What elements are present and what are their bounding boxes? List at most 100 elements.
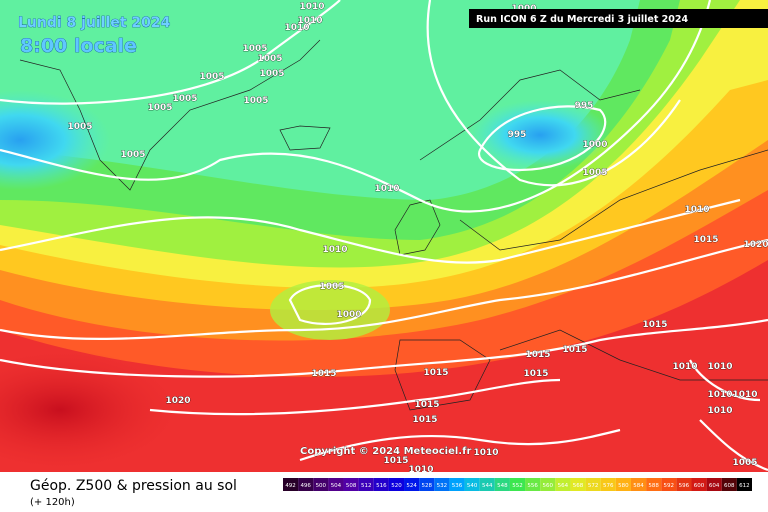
scale-label: 568: [573, 483, 584, 489]
run-box: [469, 9, 768, 28]
scale-label: 524: [406, 483, 417, 489]
isobar-label: 1010: [297, 16, 322, 26]
isobar-label: 1005: [67, 122, 92, 132]
isobar-label: 1010: [672, 362, 697, 372]
scale-swatch: [434, 478, 450, 491]
scale-label: 520: [391, 483, 402, 489]
isobar-label: 1010: [374, 184, 399, 194]
isobar-label: 1005: [120, 150, 145, 160]
isobar-label: 1005: [172, 94, 197, 104]
scale-swatch: [540, 478, 556, 491]
scale-label: 540: [467, 483, 478, 489]
isobar-label: 1005: [319, 282, 344, 292]
scale-swatch: [449, 478, 465, 491]
scale-swatch: [494, 478, 510, 491]
scale-swatch: [570, 478, 586, 491]
isobar-label: 1020: [743, 240, 768, 250]
scale-swatch: [525, 478, 541, 491]
isobar-label: 995: [575, 101, 594, 111]
scale-swatch: [600, 478, 616, 491]
scale-swatch: [298, 478, 314, 491]
scale-swatch: [404, 478, 420, 491]
scale-swatch: [555, 478, 571, 491]
isobar-label: 1015: [642, 320, 667, 330]
isobar-label: 1005: [147, 103, 172, 113]
isobar-label: 1005: [582, 168, 607, 178]
scale-label: 496: [300, 483, 311, 489]
scale-swatch: [464, 478, 480, 491]
scale-label: 544: [482, 483, 493, 489]
isobar-label: 1005: [257, 54, 282, 64]
isobar-label: 1010: [322, 245, 347, 255]
scale-label: 504: [331, 483, 342, 489]
scale-swatch: [615, 478, 631, 491]
scale-swatch: [721, 478, 737, 491]
scale-label: 576: [603, 483, 614, 489]
field: [0, 0, 768, 472]
isobar-label: 1015: [693, 235, 718, 245]
isobar-label: 1015: [523, 369, 548, 379]
scale-swatch: [283, 478, 299, 491]
scale-swatch: [630, 478, 647, 491]
footer-title: Géop. Z500 & pression au sol: [30, 478, 237, 494]
scale-label: 612: [739, 483, 750, 489]
scale-swatch: [509, 478, 526, 491]
footer: Géop. Z500 & pression au sol (+ 120h) 49…: [0, 472, 768, 512]
scale-label: 580: [618, 483, 629, 489]
isobar-label: 1015: [412, 415, 437, 425]
isobar-label: 1010: [707, 406, 732, 416]
scale-label: 596: [679, 483, 690, 489]
isobar-label: 1015: [562, 345, 587, 355]
isobar-label: 1010: [299, 2, 324, 12]
scale-swatch: [585, 478, 601, 491]
scale-label: 552: [512, 483, 523, 489]
isobar-label: 1005: [259, 69, 284, 79]
copyright: Copyright © 2024 Meteociel.fr: [300, 446, 471, 457]
scale-label: 608: [724, 483, 735, 489]
scale-swatch: [661, 478, 677, 491]
scale-label: 516: [376, 483, 387, 489]
isobar-label: 1005: [243, 96, 268, 106]
scale-label: 512: [361, 483, 372, 489]
isobar-label: 1010: [684, 205, 709, 215]
scale-swatch: [419, 478, 435, 491]
isobar-label: 1005: [732, 458, 757, 468]
scale-label: 592: [664, 483, 675, 489]
isobar-label: 1015: [311, 369, 336, 379]
isobar-label: 1015: [383, 456, 408, 466]
coastlines: [19, 39, 768, 411]
isobar-label: 1010: [473, 448, 498, 458]
scale-label: 532: [437, 483, 448, 489]
scale-label: 600: [694, 483, 705, 489]
scale-label: 560: [543, 483, 554, 489]
header: Lundi 8 juillet 2024 8:00 locale Run ICO…: [18, 9, 768, 457]
scale-label: 564: [558, 483, 569, 489]
isobar-label: 1010: [707, 390, 732, 400]
scale-swatch: [358, 478, 374, 491]
isobar-label: 1010: [732, 390, 757, 400]
scale-label: 584: [633, 483, 644, 489]
scale-label: 604: [709, 483, 720, 489]
scale-label: 508: [346, 483, 357, 489]
scale-label: 548: [497, 483, 508, 489]
isobar-label: 1010: [408, 465, 433, 475]
scale-label: 556: [527, 483, 538, 489]
scale-swatch: [388, 478, 405, 491]
isobar-label: 1015: [414, 400, 439, 410]
scale-label: 588: [648, 483, 659, 489]
scale-label: 572: [588, 483, 599, 489]
color-scale: 492 496 500 504 508 512 516 520 524 528 532 536 540 5…: [283, 478, 752, 491]
isobar-label: 1000: [582, 140, 607, 150]
scale-swatch: [373, 478, 389, 491]
scale-swatch: [479, 478, 495, 491]
isobar-label: 995: [508, 130, 527, 140]
date: Lundi 8 juillet 2024: [18, 15, 171, 31]
scale-swatch: [343, 478, 359, 491]
isobar-label: 1015: [423, 368, 448, 378]
scale-label: 500: [316, 483, 327, 489]
scale-swatch: [646, 478, 662, 491]
isobar-label: 1000: [336, 310, 361, 320]
scale-swatch: [328, 478, 344, 491]
scale-label: 492: [285, 483, 296, 489]
